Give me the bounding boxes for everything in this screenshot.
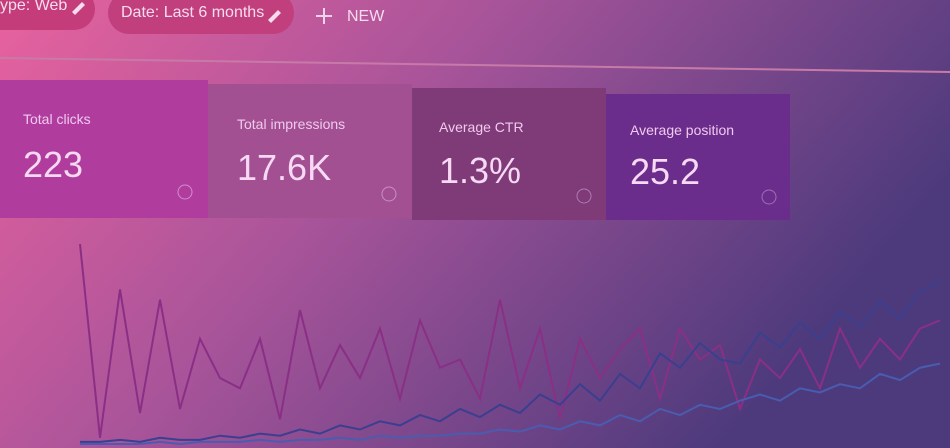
chart [79,244,941,445]
metric-card[interactable]: Total impressions 17.6K [208,84,412,218]
filter-text: Date: Last 6 months [121,4,264,21]
filter-text: ype: Web [0,0,67,14]
filter-chip[interactable]: Date: Last 6 months [108,0,294,34]
card-value: 1.3% [439,150,521,191]
card-label: Average position [630,122,734,138]
new-text: NEW [347,8,385,25]
card-value: 17.6K [237,147,331,188]
series-line [79,244,941,438]
filter-chip[interactable]: ype: Web [0,0,95,30]
card-label: Total clicks [23,111,91,127]
metric-card[interactable]: Average CTR 1.3% [412,88,606,220]
card-label: Average CTR [439,119,524,135]
metric-card[interactable]: Total clicks 223 [0,80,208,218]
divider [0,57,950,73]
card-value: 25.2 [630,151,700,192]
series-line [80,362,941,445]
card-label: Total impressions [237,116,345,132]
new-button[interactable]: NEW [316,8,385,25]
series-line [80,280,941,443]
card-value: 223 [23,144,83,185]
metric-card[interactable]: Average position 25.2 [606,94,790,220]
